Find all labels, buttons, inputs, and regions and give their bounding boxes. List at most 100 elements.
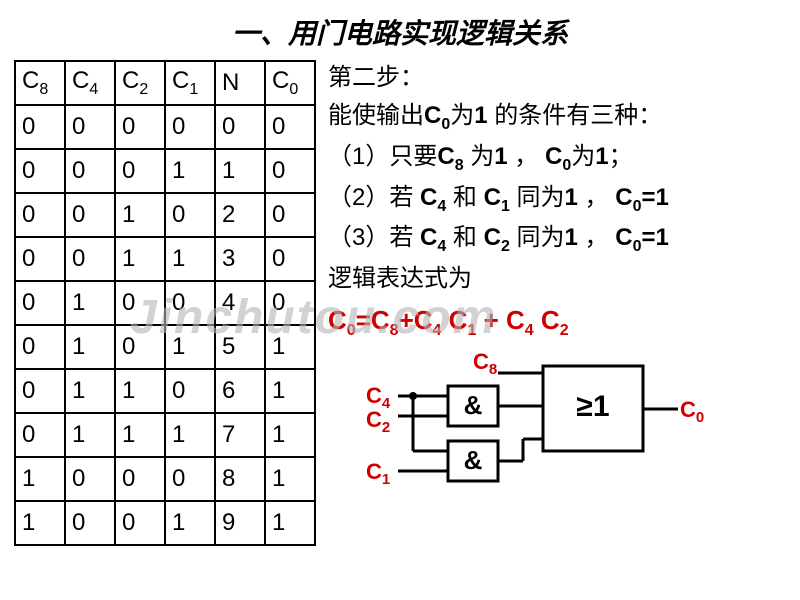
table-cell: 1 — [265, 413, 315, 457]
table-cell: 1 — [15, 457, 65, 501]
var-c4: C4 — [420, 184, 446, 211]
txt: 为 — [450, 102, 474, 129]
table-row: 000000 — [15, 105, 315, 149]
table-cell: 0 — [265, 237, 315, 281]
table-cell: 1 — [65, 413, 115, 457]
content-area: C8 C4 C2 C1 N C0 00000000011000102000113… — [0, 60, 800, 546]
table-cell: 0 — [15, 369, 65, 413]
page-title: 一、用门电路实现逻辑关系 — [0, 0, 800, 60]
condition-1: （1）只要C8 为1 ， C0为1； — [328, 139, 786, 178]
table-cell: 0 — [65, 237, 115, 281]
txt: ， — [508, 143, 545, 170]
table-cell: 1 — [165, 237, 215, 281]
txt: （3）若 — [328, 224, 420, 251]
truth-table-wrap: C8 C4 C2 C1 N C0 00000000011000102000113… — [14, 60, 316, 546]
col-header: C1 — [165, 61, 215, 105]
table-cell: 1 — [115, 413, 165, 457]
txt: 同为 — [510, 184, 565, 211]
table-cell: 0 — [115, 105, 165, 149]
table-cell: 1 — [265, 457, 315, 501]
table-cell: 1 — [165, 325, 215, 369]
table-cell: 0 — [115, 501, 165, 545]
table-cell: 0 — [65, 105, 115, 149]
table-cell: 1 — [115, 237, 165, 281]
logic-circuit-diagram: & & ≥1 — [328, 351, 708, 491]
table-cell: 1 — [215, 149, 265, 193]
txt: （1）只要 — [328, 143, 437, 170]
val-1: 1 — [494, 143, 507, 170]
table-row: 000110 — [15, 149, 315, 193]
table-cell: 0 — [215, 105, 265, 149]
txt: 的条件有三种： — [488, 102, 663, 129]
condition-3: （3）若 C4 和 C2 同为1 ， C0=1 — [328, 220, 786, 259]
txt: 为 — [464, 143, 495, 170]
table-row: 010151 — [15, 325, 315, 369]
col-header: C8 — [15, 61, 65, 105]
table-cell: 0 — [265, 105, 315, 149]
txt: 能使输出 — [328, 102, 424, 129]
table-cell: 0 — [15, 281, 65, 325]
label-c1: C1 — [366, 459, 390, 488]
var-c0: C0 — [424, 102, 450, 129]
table-cell: 0 — [115, 281, 165, 325]
label-c0: C0 — [680, 397, 704, 426]
val-1: 1 — [565, 184, 578, 211]
txt: ， — [578, 224, 615, 251]
table-row: 011061 — [15, 369, 315, 413]
table-cell: 0 — [165, 457, 215, 501]
table-row: 100191 — [15, 501, 315, 545]
table-cell: 1 — [165, 413, 215, 457]
col-header: C0 — [265, 61, 315, 105]
table-cell: 0 — [15, 325, 65, 369]
col-header: C2 — [115, 61, 165, 105]
table-cell: 1 — [265, 501, 315, 545]
table-cell: 0 — [165, 369, 215, 413]
table-cell: 9 — [215, 501, 265, 545]
table-cell: 0 — [165, 281, 215, 325]
col-header: C4 — [65, 61, 115, 105]
val-1: 1 — [474, 102, 487, 129]
label-c8: C8 — [473, 351, 497, 378]
table-cell: 0 — [65, 149, 115, 193]
table-cell: 1 — [265, 369, 315, 413]
table-header-row: C8 C4 C2 C1 N C0 — [15, 61, 315, 105]
step-label: 第二步： — [328, 60, 786, 96]
table-cell: 0 — [265, 281, 315, 325]
table-row: 100081 — [15, 457, 315, 501]
table-row: 010040 — [15, 281, 315, 325]
table-cell: 0 — [15, 237, 65, 281]
table-cell: 0 — [65, 193, 115, 237]
table-cell: 6 — [215, 369, 265, 413]
table-cell: 0 — [65, 457, 115, 501]
txt: 和 — [446, 184, 483, 211]
table-row: 011171 — [15, 413, 315, 457]
table-cell: 0 — [115, 457, 165, 501]
table-cell: 1 — [65, 281, 115, 325]
truth-table: C8 C4 C2 C1 N C0 00000000011000102000113… — [14, 60, 316, 546]
table-cell: 0 — [165, 193, 215, 237]
val-1: 1 — [595, 143, 608, 170]
table-cell: 1 — [65, 369, 115, 413]
table-cell: 0 — [65, 501, 115, 545]
txt: 为 — [571, 143, 595, 170]
var-c2: C2 — [484, 224, 510, 251]
table-row: 001130 — [15, 237, 315, 281]
var-c8: C8 — [437, 143, 463, 170]
or-gate-label: ≥1 — [576, 390, 609, 423]
table-cell: 0 — [15, 149, 65, 193]
table-cell: 1 — [15, 501, 65, 545]
table-cell: 2 — [215, 193, 265, 237]
explanation: 第二步： 能使输出C0为1 的条件有三种： （1）只要C8 为1 ， C0为1；… — [316, 60, 786, 546]
col-header: N — [215, 61, 265, 105]
table-cell: 0 — [115, 325, 165, 369]
condition-2: （2）若 C4 和 C1 同为1 ， C0=1 — [328, 180, 786, 219]
table-cell: 1 — [165, 149, 215, 193]
table-cell: 1 — [115, 193, 165, 237]
table-cell: 0 — [15, 193, 65, 237]
var-c1: C1 — [484, 184, 510, 211]
and-gate-2-label: & — [464, 445, 483, 475]
table-cell: 1 — [115, 369, 165, 413]
table-cell: 0 — [15, 413, 65, 457]
table-row: 001020 — [15, 193, 315, 237]
table-cell: 1 — [65, 325, 115, 369]
